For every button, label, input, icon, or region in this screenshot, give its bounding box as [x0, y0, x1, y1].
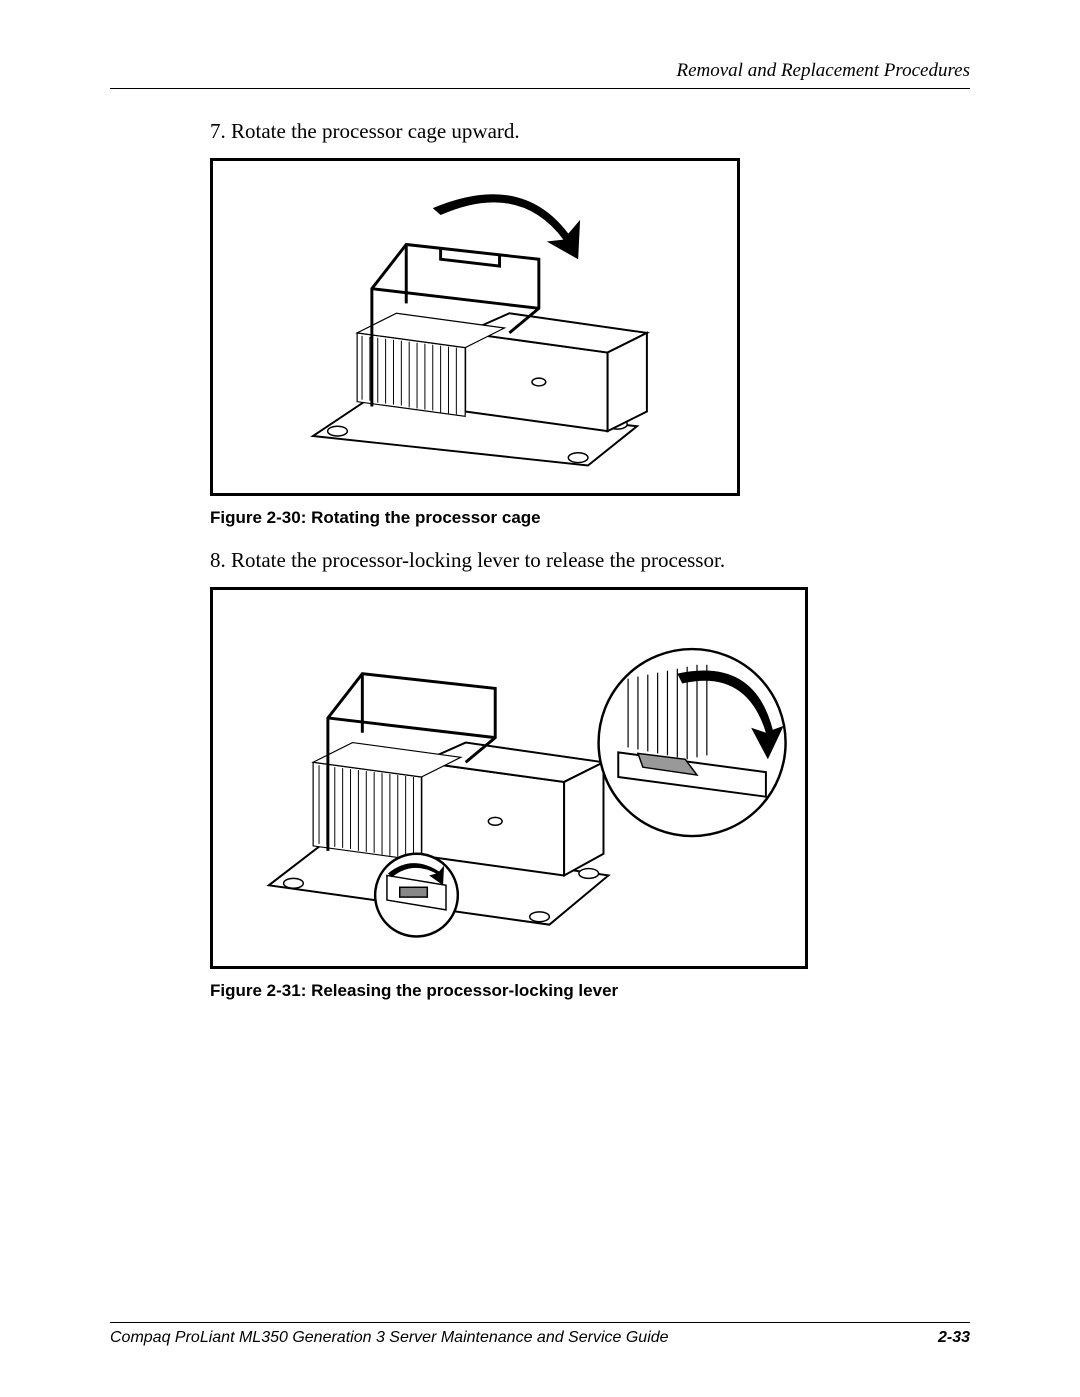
step-text: Rotate the processor-locking lever to re… [231, 548, 725, 572]
figure-2-31 [210, 587, 808, 969]
figure-2-30-caption: Figure 2-30: Rotating the processor cage [210, 508, 950, 528]
figure-2-30 [210, 158, 740, 496]
step-7: 7. Rotate the processor cage upward. [210, 119, 950, 144]
section-title: Removal and Replacement Procedures [676, 60, 970, 81]
footer-page-number: 2-33 [938, 1329, 970, 1347]
page-footer: Compaq ProLiant ML350 Generation 3 Serve… [110, 1322, 970, 1347]
step-number: 8. [210, 548, 226, 572]
footer-guide-title: Compaq ProLiant ML350 Generation 3 Serve… [110, 1329, 669, 1347]
processor-lever-release-illustration [213, 590, 805, 966]
page-content: 7. Rotate the processor cage upward. [110, 119, 970, 1001]
step-text: Rotate the processor cage upward. [231, 119, 520, 143]
step-8: 8. Rotate the processor-locking lever to… [210, 548, 950, 573]
processor-cage-rotate-illustration [213, 161, 737, 493]
page-header: Removal and Replacement Procedures [110, 60, 970, 89]
figure-2-31-caption: Figure 2-31: Releasing the processor-loc… [210, 981, 950, 1001]
step-number: 7. [210, 119, 226, 143]
